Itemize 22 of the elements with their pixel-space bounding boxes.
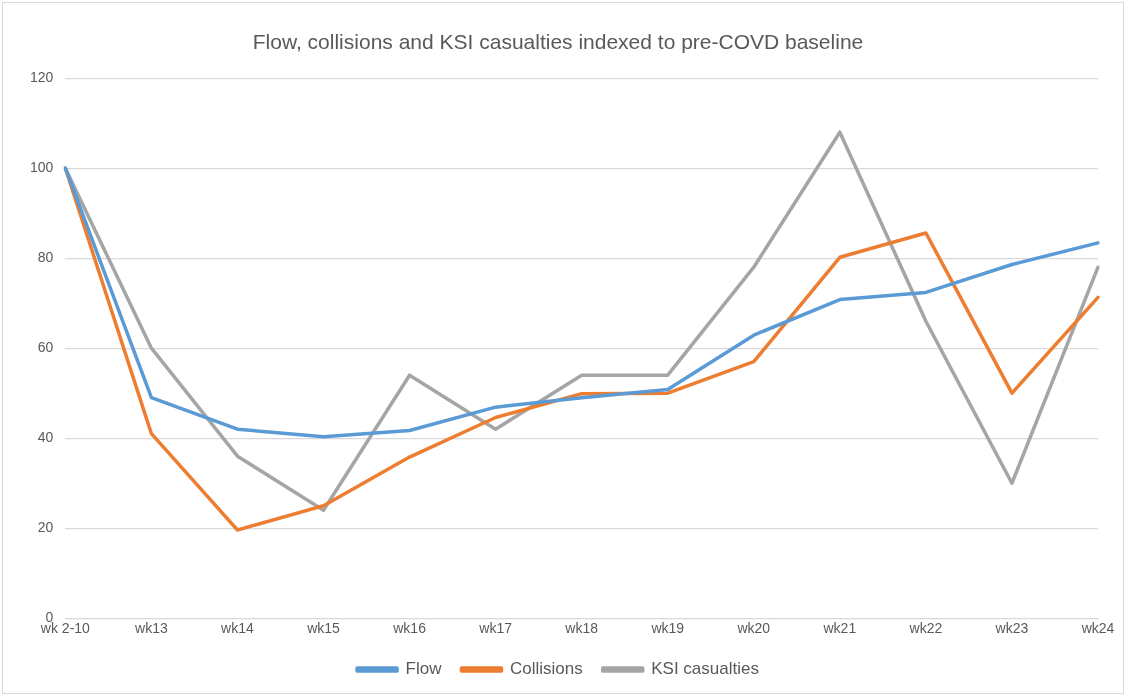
x-tick-label: wk14 [220,620,255,637]
y-tick-label: 40 [37,429,54,446]
x-tick-label: wk20 [736,620,771,637]
x-tick-label: wk21 [822,620,857,637]
x-tick-label: wk15 [306,620,341,637]
x-tick-label: wk13 [134,620,168,637]
y-tick-label: 20 [37,519,54,536]
y-tick-label: 120 [30,69,54,86]
x-tick-label: wk22 [908,620,943,637]
x-tick-label: wk23 [994,620,1029,637]
legend-label: Flow [405,659,443,679]
x-tick-label: wk17 [478,620,513,637]
y-tick-label: 60 [37,339,54,356]
x-tick-label: wk18 [564,620,599,637]
x-tick-label: wk24 [1080,620,1115,637]
y-tick-label: 80 [37,249,54,266]
y-tick-label: 100 [30,159,54,176]
legend-label: KSI casualties [651,659,759,679]
x-tick-label: wk16 [392,620,427,637]
x-tick-label: wk19 [650,620,685,637]
chart-title: Flow, collisions and KSI casualties indexed to pre-COVD baseline [252,30,864,54]
legend-label: Collisions [509,659,583,679]
